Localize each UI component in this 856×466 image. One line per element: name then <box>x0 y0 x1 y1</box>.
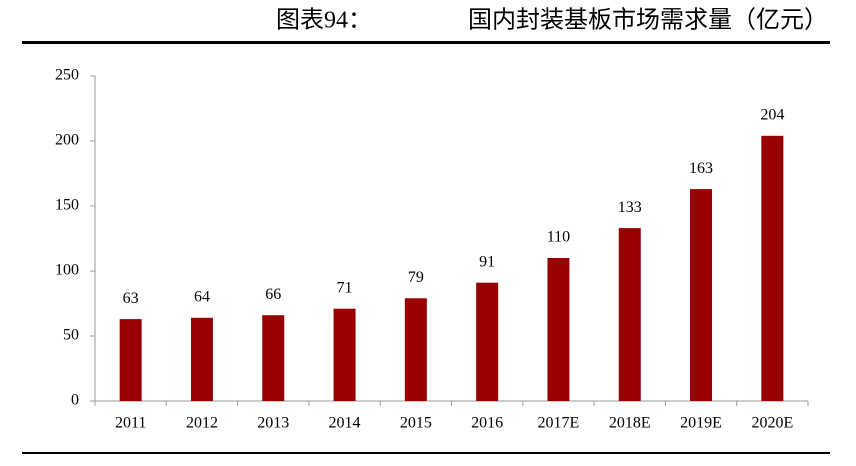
x-tick-label: 2016 <box>471 415 503 432</box>
y-tick-label: 0 <box>71 392 79 409</box>
data-label: 66 <box>265 286 281 303</box>
bar <box>618 228 641 401</box>
x-tick-label: 2015 <box>400 415 432 432</box>
x-tick-label: 2019E <box>680 415 722 432</box>
y-tick-label: 200 <box>55 132 79 149</box>
x-tick-label: 2014 <box>329 415 361 432</box>
bar <box>547 258 570 401</box>
bottom-rule <box>22 452 830 454</box>
bar <box>333 308 356 401</box>
x-tick-label: 2017E <box>538 415 580 432</box>
x-tick-label: 2020E <box>751 415 793 432</box>
title-rule <box>22 41 830 44</box>
data-label: 71 <box>337 279 353 296</box>
data-label: 79 <box>408 269 424 286</box>
data-label: 163 <box>689 160 713 177</box>
figure-label: 图表94： <box>276 7 372 34</box>
data-label: 133 <box>618 199 642 216</box>
x-tick-label: 2011 <box>115 415 146 432</box>
bar <box>690 189 713 401</box>
y-tick-label: 150 <box>55 197 79 214</box>
x-tick-label: 2012 <box>186 415 218 432</box>
y-tick-label: 50 <box>63 327 79 344</box>
bar <box>404 298 427 401</box>
x-tick-label: 2018E <box>609 415 651 432</box>
bar <box>262 315 285 401</box>
chart-title: 国内封装基板市场需求量（亿元） <box>468 7 828 34</box>
data-label: 110 <box>547 229 570 246</box>
data-label: 63 <box>123 290 139 307</box>
bar <box>119 319 142 401</box>
y-tick-label: 100 <box>55 262 79 279</box>
data-label: 91 <box>479 253 495 270</box>
x-tick-label: 2013 <box>257 415 289 432</box>
data-label: 64 <box>194 288 210 305</box>
bar <box>476 282 499 401</box>
data-label: 204 <box>760 106 784 123</box>
bar <box>761 135 784 402</box>
y-tick-label: 250 <box>55 67 79 84</box>
bar <box>190 317 213 401</box>
